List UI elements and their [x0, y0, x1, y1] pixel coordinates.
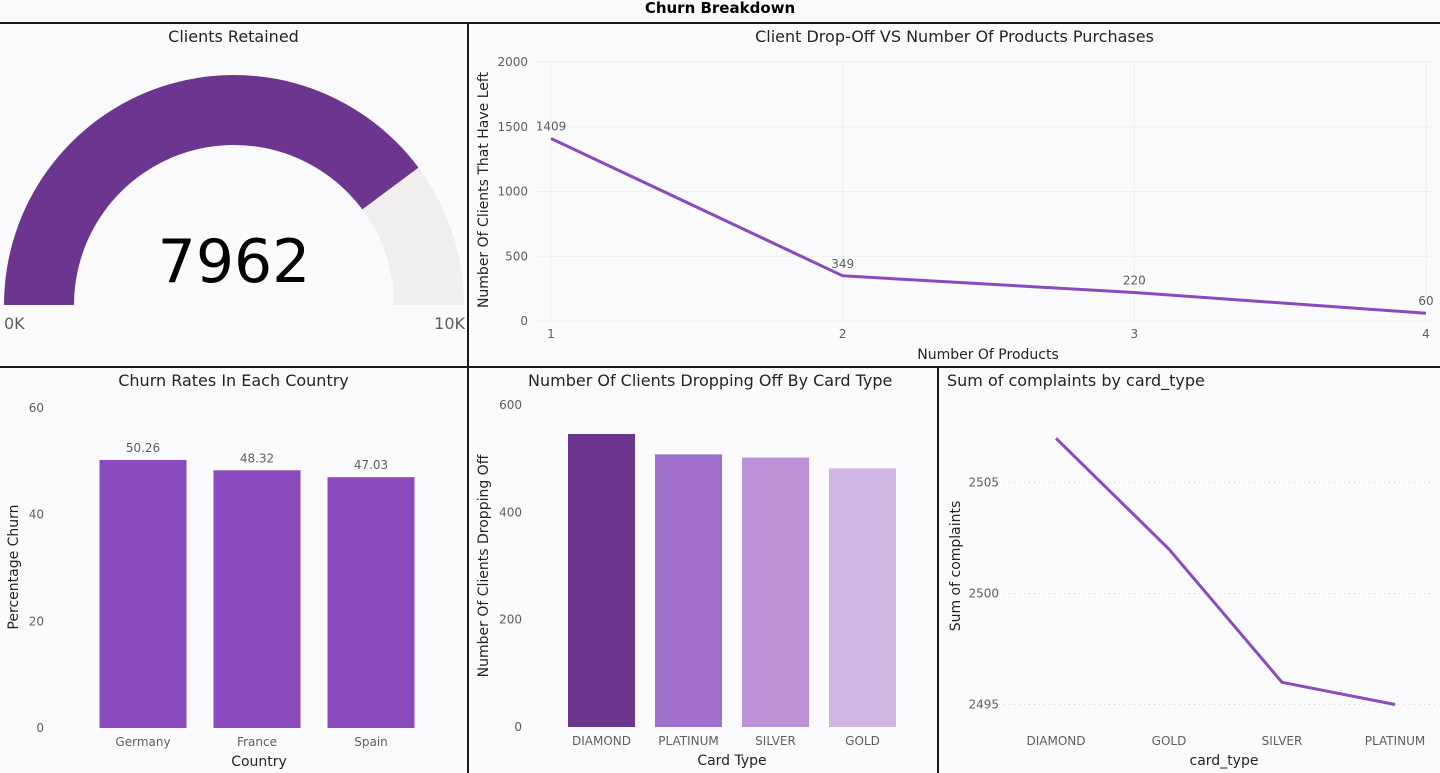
- bar1-panel[interactable]: Churn Rates In Each Country Percentage C…: [0, 368, 467, 773]
- line1-chart: Number Of Clients That Have Left Number …: [476, 55, 1434, 363]
- gauge-title: Clients Retained: [168, 27, 299, 46]
- divider-vertical-bottom-right: [937, 366, 939, 773]
- bar1-data-label: 50.26: [126, 441, 160, 455]
- bar2-y-tick: 600: [499, 398, 522, 412]
- divider-vertical-top: [467, 22, 469, 368]
- line1-y-tick: 1000: [497, 185, 528, 199]
- divider-middle: [0, 366, 1440, 368]
- gauge-value: 7962: [158, 227, 311, 297]
- gauge-chart: 7962 0K 10K: [4, 75, 466, 333]
- bar2-y-tick: 200: [499, 613, 522, 627]
- bar2-x-tick: PLATINUM: [658, 734, 718, 748]
- bar2-y-tick: 0: [514, 720, 522, 734]
- bar1-x-tick: Spain: [354, 735, 388, 749]
- line2-panel[interactable]: Sum of complaints by card_type Sum of co…: [939, 368, 1440, 773]
- line1-y-tick: 500: [505, 249, 528, 263]
- bar1-bar: [213, 470, 301, 728]
- line2-y-tick: 2500: [968, 587, 999, 601]
- bar1-x-tick: Germany: [115, 735, 170, 749]
- line1-data-label: 60: [1418, 294, 1433, 308]
- line2-series-line: [1054, 437, 1396, 706]
- page-title: Churn Breakdown: [644, 0, 796, 17]
- line2-title: Sum of complaints by card_type: [947, 371, 1205, 390]
- bar2-bar: [568, 433, 635, 727]
- line1-y-axis-title: Number Of Clients That Have Left: [476, 71, 492, 308]
- line2-x-tick: SILVER: [1262, 734, 1303, 748]
- line1-x-tick: 3: [1131, 327, 1139, 341]
- line1-data-label: 1409: [536, 120, 567, 134]
- bar1-y-tick: 40: [29, 508, 44, 522]
- bar1-title: Churn Rates In Each Country: [118, 371, 349, 390]
- line1-x-tick: 2: [839, 327, 847, 341]
- bar2-x-tick: DIAMOND: [572, 734, 631, 748]
- bar1-y-tick: 60: [29, 401, 44, 415]
- line1-title: Client Drop-Off VS Number Of Products Pu…: [755, 27, 1154, 46]
- bar1-y-tick: 0: [36, 721, 44, 735]
- bar2-x-axis-title: Card Type: [697, 753, 766, 769]
- line2-y-axis-title: Sum of complaints: [948, 501, 964, 632]
- line2-x-tick: PLATINUM: [1365, 734, 1425, 748]
- bar2-bar: [829, 468, 896, 727]
- line1-data-label: 349: [831, 257, 854, 271]
- line1-panel[interactable]: Client Drop-Off VS Number Of Products Pu…: [469, 24, 1440, 366]
- bar1-y-axis-title: Percentage Churn: [6, 504, 22, 629]
- line1-series-line: [550, 137, 1427, 315]
- bar1-y-tick: 20: [29, 614, 44, 628]
- bar1-data-label: 47.03: [354, 458, 388, 472]
- line2-x-axis-title: card_type: [1190, 753, 1259, 769]
- line1-x-tick: 4: [1422, 327, 1430, 341]
- bar2-x-tick: SILVER: [755, 734, 796, 748]
- line1-x-axis-title: Number Of Products: [917, 347, 1059, 363]
- line1-y-tick: 0: [520, 314, 528, 328]
- divider-vertical-bottom-left: [467, 366, 469, 773]
- bar1-x-tick: France: [237, 735, 277, 749]
- bar2-panel[interactable]: Number Of Clients Dropping Off By Card T…: [469, 368, 937, 773]
- line1-data-label: 220: [1123, 274, 1146, 288]
- line1-y-tick: 1500: [497, 120, 528, 134]
- bar2-chart: Number Of Clients Dropping Off Card Type…: [476, 398, 896, 769]
- bar1-x-axis-title: Country: [231, 754, 287, 770]
- line1-x-tick: 1: [547, 327, 555, 341]
- bar2-title: Number Of Clients Dropping Off By Card T…: [528, 371, 893, 390]
- bar1-bar: [327, 477, 415, 728]
- gauge-fill: [4, 75, 419, 305]
- line2-x-tick: DIAMOND: [1026, 734, 1085, 748]
- bar2-x-tick: GOLD: [845, 734, 880, 748]
- bar2-y-tick: 400: [499, 505, 522, 519]
- line1-y-tick: 2000: [497, 55, 528, 69]
- line2-y-tick: 2495: [968, 697, 999, 711]
- bar2-bar: [742, 457, 809, 727]
- gauge-min-label: 0K: [4, 314, 25, 333]
- bar2-y-axis-title: Number Of Clients Dropping Off: [476, 454, 492, 677]
- line2-chart: Sum of complaints card_type 2495 2500 2505…: [948, 437, 1436, 769]
- line2-y-tick: 2505: [968, 476, 999, 490]
- gauge-max-label: 10K: [434, 314, 465, 333]
- gauge-panel[interactable]: Clients Retained 7962 0K 10K: [0, 24, 467, 366]
- divider-top: [0, 22, 1440, 24]
- bar1-chart: Percentage Churn Country 0 20 40 60 50.26 Ger…: [6, 401, 415, 770]
- bar2-bar: [655, 454, 722, 727]
- line2-x-tick: GOLD: [1152, 734, 1187, 748]
- bar1-bar: [99, 459, 187, 728]
- bar1-data-label: 48.32: [240, 451, 274, 465]
